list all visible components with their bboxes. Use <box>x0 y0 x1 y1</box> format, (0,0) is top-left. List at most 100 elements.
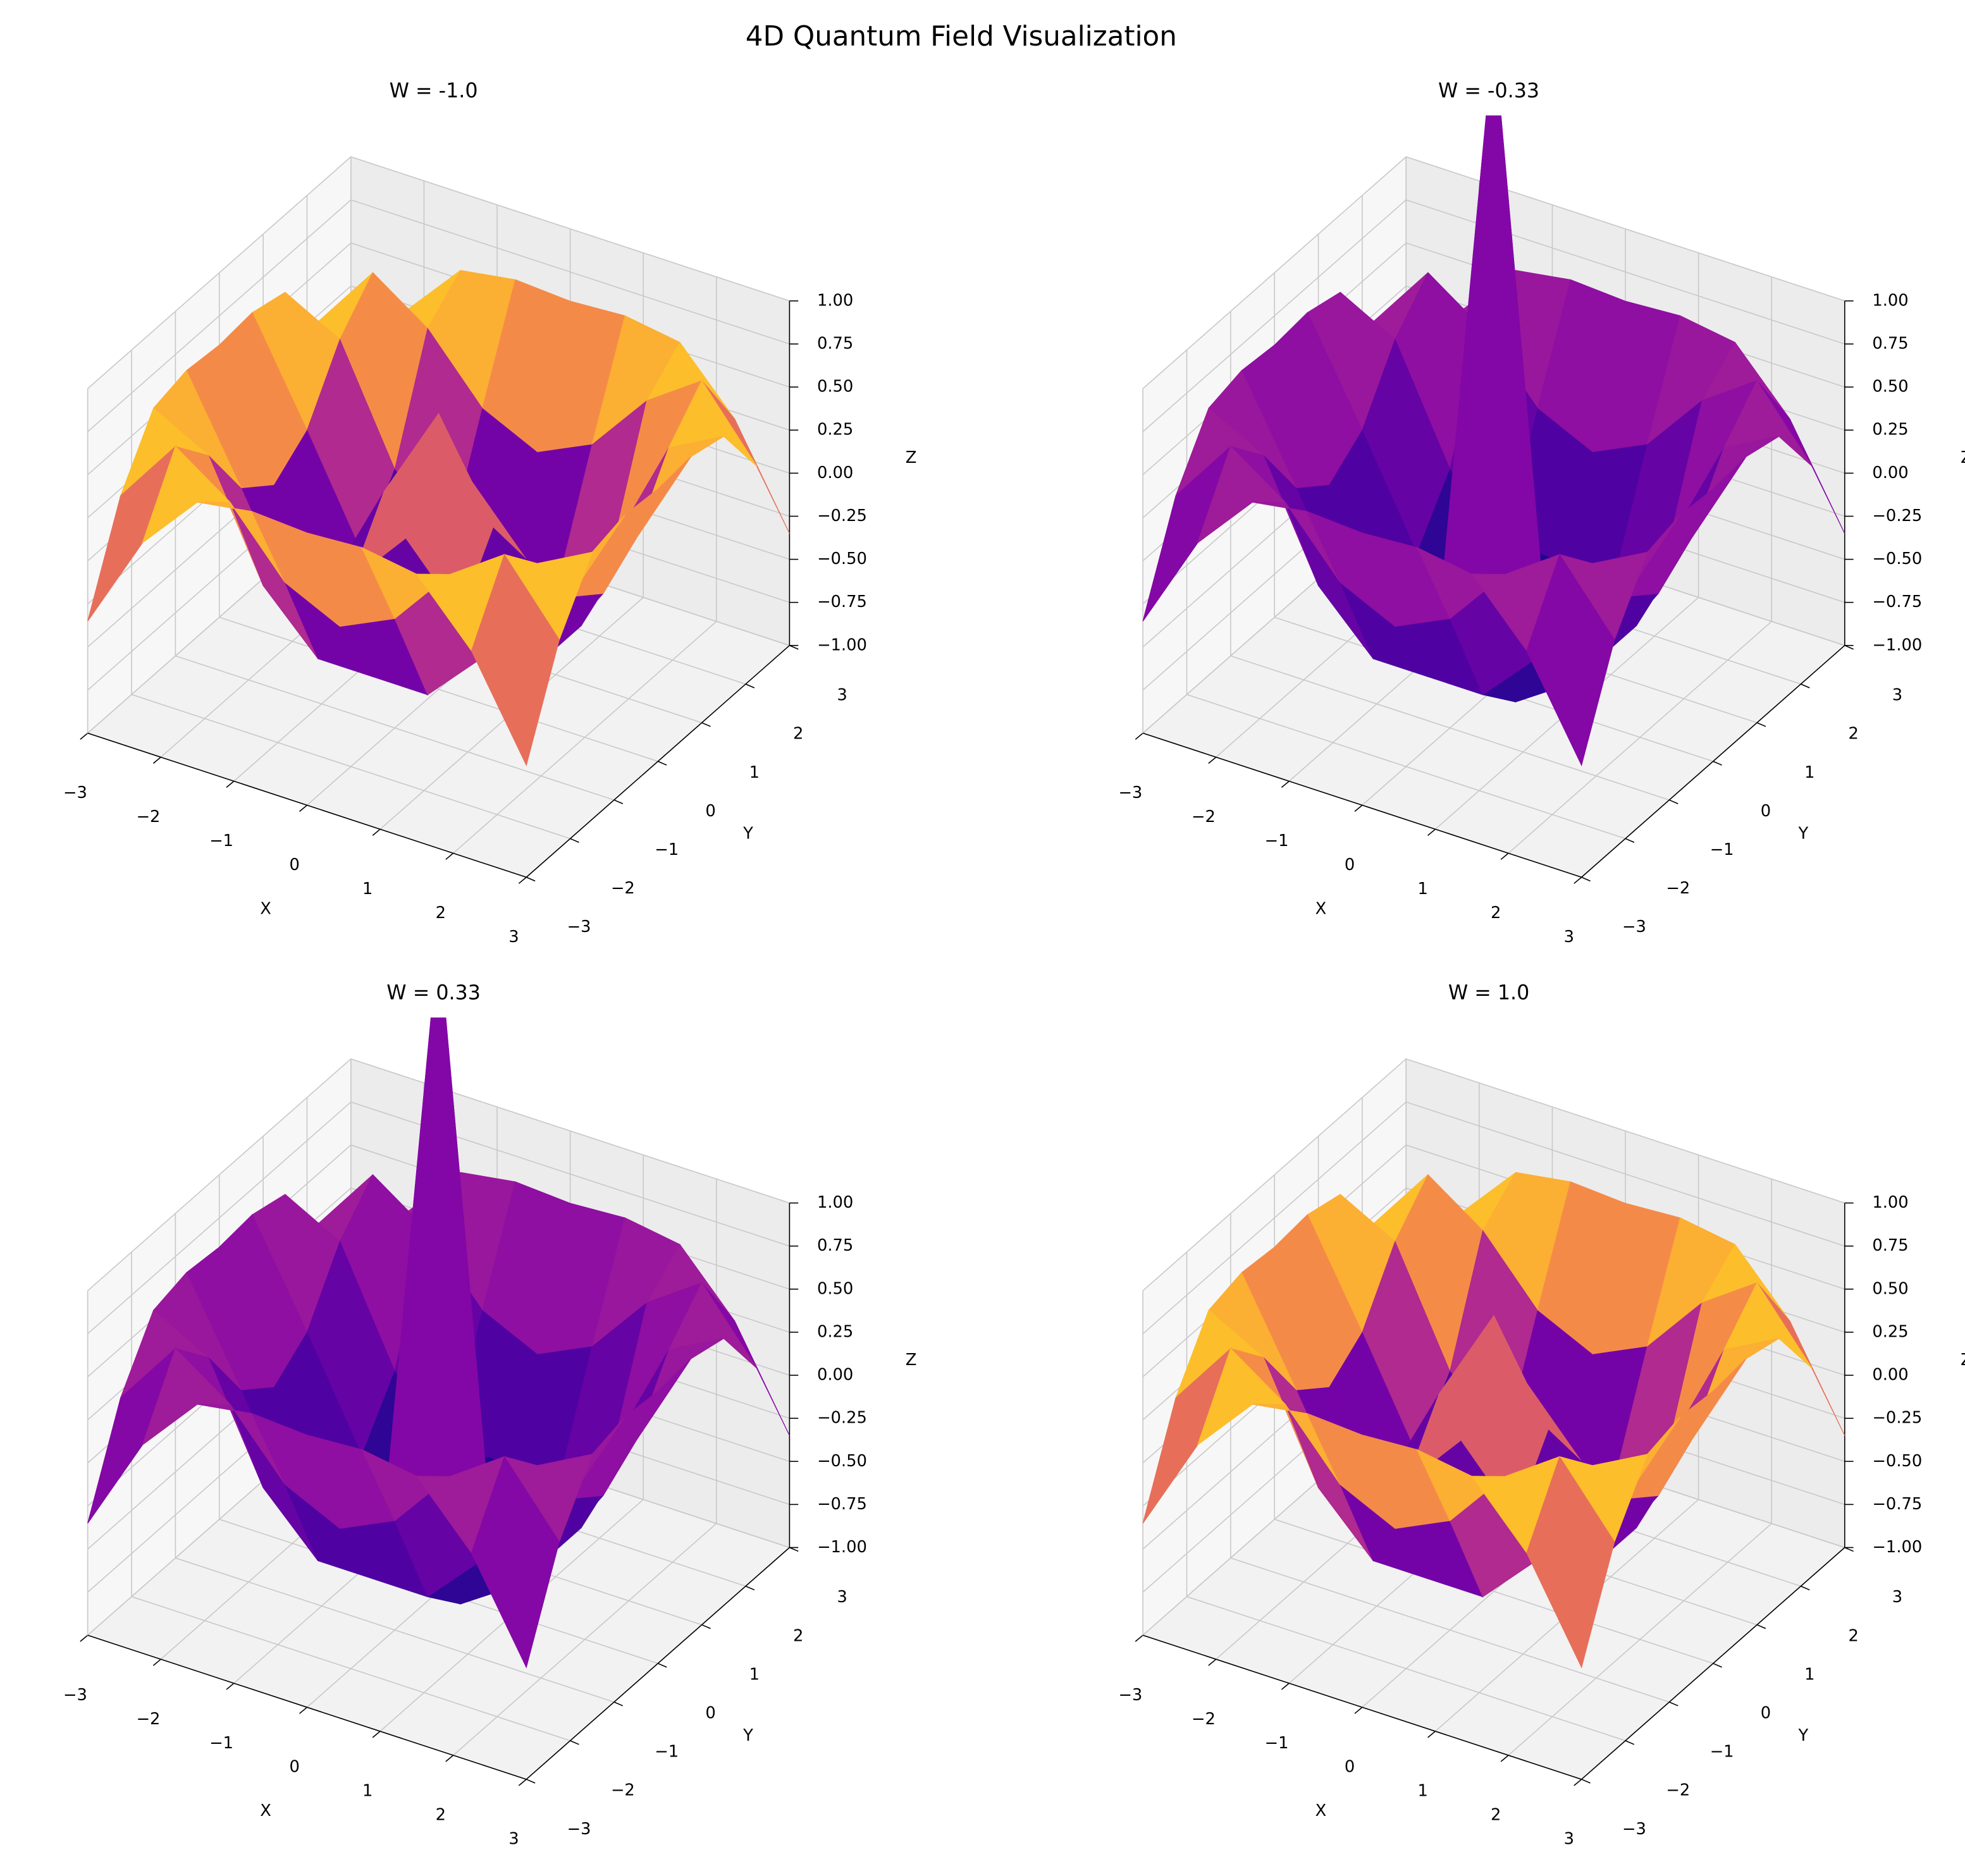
z-tick-label: −1.00 <box>1872 1538 1922 1557</box>
x-tick <box>152 1658 161 1666</box>
z-tick-label: 0.25 <box>1872 1322 1908 1341</box>
x-tick-label: −1 <box>1265 831 1289 850</box>
z-grid-line <box>1142 199 1845 432</box>
surface <box>87 269 790 767</box>
z-tick-label: 0.50 <box>817 377 853 396</box>
x-tick-label: 1 <box>362 880 373 898</box>
y-tick-label: 1 <box>749 763 760 782</box>
z-tick-label: −0.75 <box>817 592 867 611</box>
x-tick <box>445 1755 454 1762</box>
x-axis-label: X <box>1315 899 1327 918</box>
x-tick <box>1135 1634 1143 1642</box>
y-tick-label: 2 <box>1848 725 1858 744</box>
y-tick <box>789 1547 799 1552</box>
x-tick-label: 3 <box>508 928 519 947</box>
y-tick-label: 3 <box>1892 1588 1902 1607</box>
y-tick <box>570 1740 579 1745</box>
x-tick-label: −2 <box>1192 1710 1216 1729</box>
x-axis-label: X <box>1315 1801 1327 1820</box>
z-tick-label: 0.50 <box>1872 377 1908 396</box>
y-tick-label: 0 <box>705 1704 715 1723</box>
x-tick-label: 2 <box>436 1806 446 1825</box>
x-tick-label: 0 <box>1345 1758 1355 1777</box>
z-tick-label: −0.25 <box>1872 506 1922 525</box>
y-tick-label: −1 <box>655 840 679 859</box>
z-axis-label: Z <box>1961 1351 1965 1370</box>
z-tick-label: 0.00 <box>1872 463 1908 482</box>
x-tick-label: −2 <box>1192 807 1216 826</box>
y-axis-label: Y <box>1798 825 1809 843</box>
y-tick-label: 2 <box>793 1626 803 1645</box>
x-tick-label: −3 <box>63 783 87 802</box>
x-tick <box>1500 852 1509 860</box>
y-tick <box>613 799 624 804</box>
z-tick-label: 0.75 <box>817 1236 853 1255</box>
x-tick <box>80 1634 89 1642</box>
z-tick-label: 0.75 <box>1872 1236 1908 1255</box>
z-tick-label: −0.50 <box>1872 1452 1922 1471</box>
x-tick-label: −1 <box>209 1734 233 1753</box>
y-tick-label: −3 <box>1622 1820 1646 1839</box>
x-tick <box>1427 828 1436 836</box>
x-tick <box>518 1779 527 1786</box>
x-tick <box>226 1683 235 1690</box>
y-tick <box>789 645 799 650</box>
subplot: W = 0.33 −3 −2 −1 0 1 2 3 −3 −2 −1 0 1 2 3 −1.00 −0.75 −0… <box>63 982 917 1849</box>
y-tick <box>657 761 667 766</box>
y-tick-label: 0 <box>705 802 715 821</box>
y-tick <box>526 1779 536 1784</box>
y-tick <box>1844 645 1854 650</box>
z-tick-label: 1.00 <box>817 1193 853 1212</box>
x-tick-label: 2 <box>436 904 446 923</box>
x-tick-label: 1 <box>1417 1782 1427 1801</box>
subplot-title: W = 1.0 <box>1448 982 1529 1005</box>
y-tick-label: 2 <box>793 725 803 744</box>
y-tick <box>1756 722 1766 727</box>
z-grid-line <box>87 199 790 432</box>
x-tick <box>80 732 89 740</box>
z-tick-label: −0.75 <box>1872 592 1922 611</box>
x-axis-label: X <box>260 1801 271 1820</box>
y-tick <box>1756 1624 1766 1629</box>
y-tick-label: 3 <box>837 1588 847 1607</box>
x-tick <box>1281 1683 1290 1690</box>
y-tick <box>526 876 536 882</box>
x-tick-label: 2 <box>1491 1806 1501 1825</box>
z-tick-label: 0.00 <box>1872 1366 1908 1385</box>
y-tick <box>1625 838 1635 843</box>
x-tick-label: 1 <box>362 1782 373 1801</box>
z-axis-label: Z <box>906 1351 917 1370</box>
subplot-title: W = 0.33 <box>386 982 481 1005</box>
z-tick-label: 1.00 <box>817 291 853 310</box>
figure-title: 4D Quantum Field Visualization <box>746 21 1177 52</box>
y-tick <box>1581 876 1591 882</box>
x-tick-label: 0 <box>289 855 299 874</box>
z-grid-line <box>87 1101 790 1335</box>
y-tick-label: −1 <box>1710 840 1734 859</box>
y-axis-label: Y <box>742 825 753 843</box>
x-tick <box>1427 1731 1436 1738</box>
x-tick <box>372 1731 381 1738</box>
y-tick-label: 1 <box>749 1665 760 1684</box>
z-tick-label: −1.00 <box>817 1538 867 1557</box>
z-tick-label: 0.50 <box>817 1279 853 1298</box>
x-tick <box>1574 876 1582 884</box>
x-tick <box>1281 780 1290 788</box>
subplot-title: W = -0.33 <box>1438 80 1539 102</box>
x-tick <box>299 1707 307 1714</box>
y-tick-label: 3 <box>1892 686 1902 705</box>
y-tick <box>701 722 711 727</box>
y-tick <box>1581 1779 1591 1784</box>
z-tick-label: −0.75 <box>1872 1495 1922 1514</box>
y-tick <box>745 1585 755 1591</box>
y-tick <box>613 1701 624 1707</box>
x-axis-line <box>1142 732 1582 878</box>
z-axis-label: Z <box>1961 448 1965 467</box>
x-tick <box>1208 756 1217 764</box>
x-tick <box>1354 1707 1363 1714</box>
x-tick-label: −2 <box>136 1710 160 1729</box>
x-tick <box>1208 1658 1217 1666</box>
x-axis-line <box>87 732 527 878</box>
x-axis-label: X <box>260 899 271 918</box>
